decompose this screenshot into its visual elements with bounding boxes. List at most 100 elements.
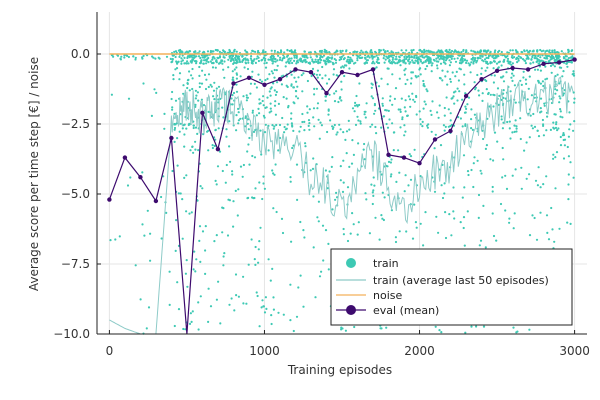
train-point-1375 xyxy=(426,58,429,61)
train-point-1169 xyxy=(289,180,292,183)
train-point-1014 xyxy=(370,86,373,89)
train-point-844 xyxy=(285,97,288,100)
train-point-1099 xyxy=(332,62,335,65)
train-point-1901 xyxy=(533,96,536,99)
train-point-2199 xyxy=(470,108,473,111)
train-point-414 xyxy=(232,225,235,228)
train-point-340 xyxy=(180,62,183,65)
train-point-1019 xyxy=(307,124,310,127)
train-point-346 xyxy=(183,62,186,65)
eval-point-21 xyxy=(432,137,438,142)
train-point-522 xyxy=(311,67,315,70)
train-point-271 xyxy=(191,77,194,80)
train-point-1352 xyxy=(381,217,384,220)
x-axis-label: Training episodes xyxy=(287,363,392,377)
train-point-862 xyxy=(242,275,245,278)
train-point-1089 xyxy=(315,54,318,57)
train-point-2427 xyxy=(552,121,555,124)
train-point-1392 xyxy=(422,107,425,110)
train-point-786 xyxy=(254,187,257,190)
train-point-2488 xyxy=(528,49,532,52)
train-point-2459 xyxy=(514,101,517,104)
train-point-1869 xyxy=(411,59,414,62)
train-point-1775 xyxy=(452,186,455,189)
train-point-1155 xyxy=(317,200,320,203)
train-point-54 xyxy=(127,97,131,100)
train-point-2212 xyxy=(565,62,568,65)
train-point-1358 xyxy=(458,90,461,93)
train-point-2035 xyxy=(537,135,541,138)
train-point-2280 xyxy=(539,48,542,52)
train-point-2487 xyxy=(562,138,565,142)
train-point-2334 xyxy=(516,330,519,333)
train-point-1591 xyxy=(381,191,384,194)
train-point-2339 xyxy=(547,238,551,241)
train-point-2053 xyxy=(566,65,569,68)
train-point-2526 xyxy=(511,131,514,134)
train-point-1504 xyxy=(440,184,443,187)
train-point-648 xyxy=(297,76,300,79)
train-point-748 xyxy=(276,59,279,62)
train-point-28 xyxy=(168,270,171,273)
train-point-1203 xyxy=(370,183,373,186)
train-point-2229 xyxy=(554,92,557,95)
train-point-334 xyxy=(198,74,201,77)
train-point-1407 xyxy=(461,196,464,199)
train-point-2061 xyxy=(546,115,549,118)
train-point-759 xyxy=(288,62,291,65)
train-point-1018 xyxy=(290,57,293,60)
train-point-865 xyxy=(289,283,292,286)
train-point-233 xyxy=(205,62,208,65)
train-point-907 xyxy=(287,104,290,108)
train-point-1544 xyxy=(395,55,398,58)
train-point-1167 xyxy=(247,61,250,64)
train-point-521 xyxy=(299,125,302,128)
train-point-561 xyxy=(316,216,319,219)
train-point-245 xyxy=(218,50,221,54)
train-point-858 xyxy=(366,59,369,62)
train-point-964 xyxy=(245,96,249,99)
train-point-2250 xyxy=(466,103,469,106)
train-point-325 xyxy=(231,55,234,58)
train-point-1112 xyxy=(342,131,345,134)
train-point-227 xyxy=(209,51,212,54)
train-point-384 xyxy=(173,112,176,115)
train-point-2126 xyxy=(549,64,553,67)
train-point-976 xyxy=(258,325,261,328)
train-point-1921 xyxy=(563,144,567,147)
train-point-777 xyxy=(324,61,327,65)
train-point-1690 xyxy=(386,126,390,129)
train-point-1636 xyxy=(384,58,387,61)
train-point-1146 xyxy=(352,62,356,65)
train-point-0 xyxy=(141,223,144,226)
train-point-1045 xyxy=(245,94,248,97)
train-point-2498 xyxy=(504,174,507,177)
train-point-2186 xyxy=(539,211,542,214)
train-point-1334 xyxy=(449,78,452,81)
train-point-2256 xyxy=(554,187,557,190)
train-point-133 xyxy=(171,169,174,173)
train-point-1364 xyxy=(463,83,466,86)
train-point-2356 xyxy=(477,89,480,92)
train-point-408 xyxy=(207,110,210,113)
train-point-2577 xyxy=(472,162,475,165)
train-point-121 xyxy=(194,270,197,273)
train-point-932 xyxy=(257,107,260,110)
train-point-1733 xyxy=(401,118,404,121)
train-point-2213 xyxy=(534,55,537,58)
train-point-86 xyxy=(213,81,216,84)
train-point-7 xyxy=(114,238,117,241)
train-point-1005 xyxy=(335,74,338,77)
train-point-550 xyxy=(307,119,311,122)
train-point-1117 xyxy=(316,76,319,79)
train-point-1892 xyxy=(501,176,504,179)
train-point-251 xyxy=(200,82,204,85)
train-point-1621 xyxy=(438,76,441,80)
train-point-1865 xyxy=(430,70,433,73)
eval-point-1 xyxy=(122,155,128,160)
train-point-2078 xyxy=(528,328,531,331)
train-point-1934 xyxy=(474,57,477,60)
train-point-1897 xyxy=(491,185,494,189)
train-point-1361 xyxy=(452,210,455,213)
train-point-2559 xyxy=(483,58,487,61)
